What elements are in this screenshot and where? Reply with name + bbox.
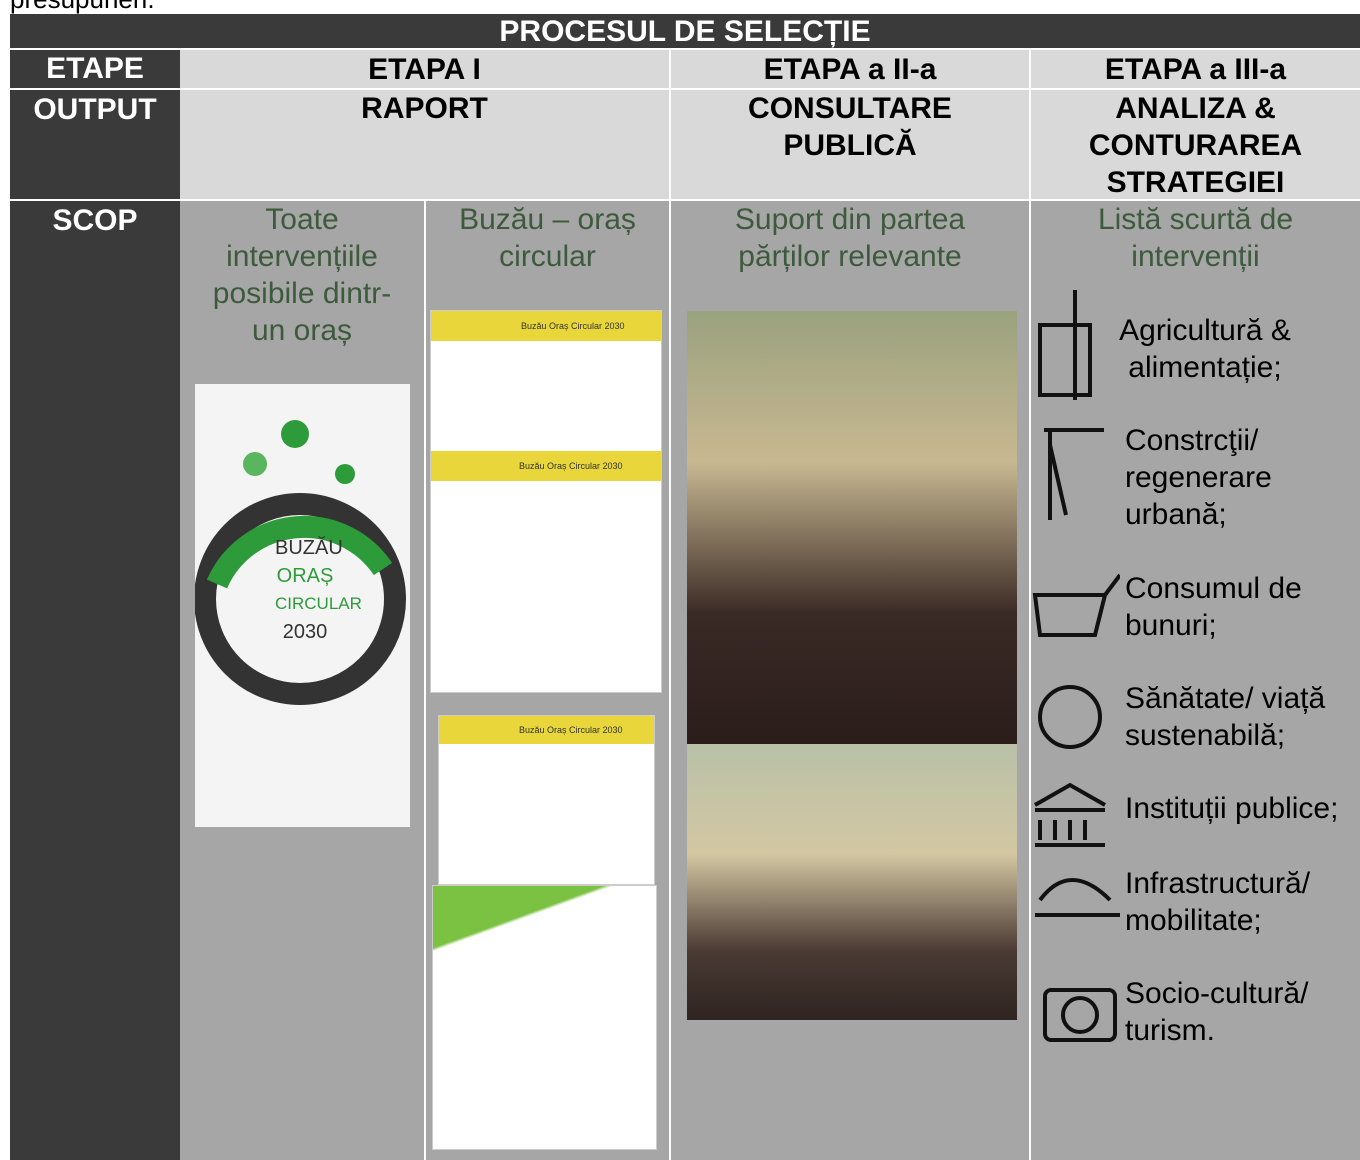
intervention: Infrastructură/ mobilitate; (1125, 867, 1311, 937)
intervention: Agricultură & alimentație; (1119, 314, 1291, 384)
document-image (432, 885, 657, 1150)
icon-agriculture (1038, 290, 1092, 400)
icon-construction (1044, 428, 1104, 520)
row-label: ETAPE (10, 50, 180, 88)
icon-camera (1043, 988, 1117, 1042)
photo (687, 311, 1017, 744)
intervention: Instituții publice; (1125, 792, 1339, 825)
doc-header: Buzău Oraș Circular 2030 (431, 451, 661, 481)
intervention: Socio-cultură/ turism. (1125, 977, 1309, 1047)
icon-health (1038, 685, 1102, 749)
logo-image: BUZĂU ORAȘ CIRCULAR 2030 (194, 384, 410, 827)
intro-text: presupuneri. (10, 0, 155, 15)
doc-header: Buzău Oraș Circular 2030 (431, 311, 661, 341)
icon-cart (1032, 573, 1120, 637)
logo-word: BUZĂU (275, 537, 343, 559)
icon-column (1032, 290, 1120, 1042)
logo-art (194, 420, 406, 705)
stage: ETAPA I (180, 50, 671, 88)
intervention: Sănătate/ viață sustenabilă; (1125, 682, 1326, 752)
icon-car (1035, 878, 1120, 917)
stage: ETAPA a III-a (1031, 50, 1360, 88)
icon-institution (1034, 782, 1106, 847)
logo-text: BUZĂU ORAȘ CIRCULAR 2030 (275, 534, 362, 646)
intervention: Constrcţii/ regenerare urbană; (1125, 424, 1272, 531)
stage: ETAPA a II-a (671, 50, 1031, 88)
document-image: Buzău Oraș Circular 2030 (438, 715, 655, 885)
logo-word: ORAȘ (276, 565, 334, 587)
output: CONSULTARE PUBLICĂ (671, 88, 1031, 199)
output: ANALIZA & CONTURAREA STRATEGIEI (1031, 88, 1360, 199)
logo-word: 2030 (282, 621, 328, 643)
document-image: Buzău Oraș Circular 2030 Buzău Oraș Circ… (430, 310, 662, 693)
photo (687, 744, 1017, 1020)
logo-word: CIRCULAR (275, 594, 362, 613)
table-title: PROCESUL DE SELECȚIE (10, 14, 1360, 50)
intervention: Consumul de bunuri; (1125, 572, 1302, 642)
output: RAPORT (180, 88, 671, 199)
doc-header: Buzău Oraș Circular 2030 (439, 716, 654, 744)
row-label: OUTPUT (10, 88, 180, 199)
row-label: SCOP (10, 199, 180, 1160)
